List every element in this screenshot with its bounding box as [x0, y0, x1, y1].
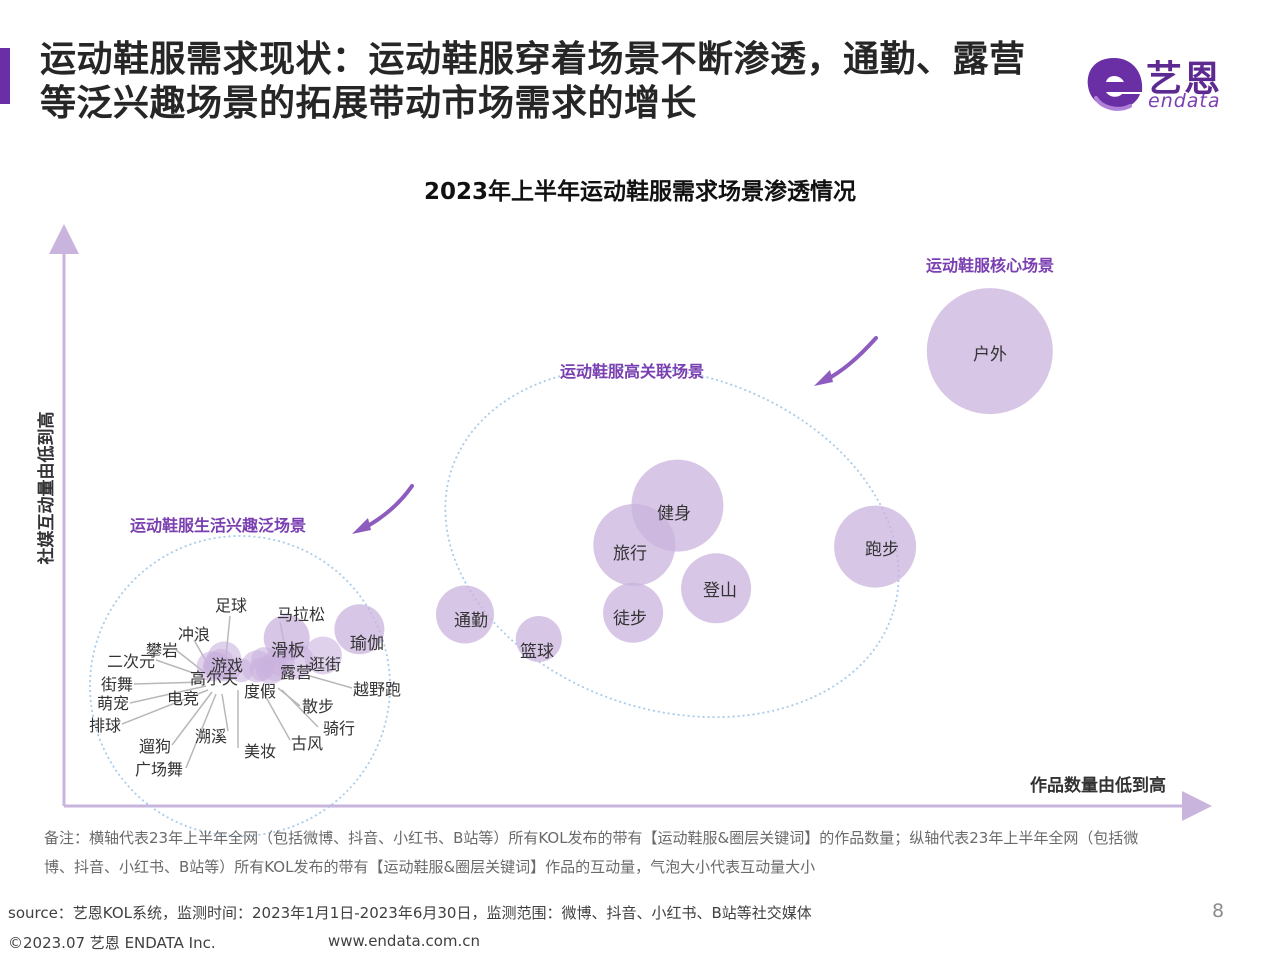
- website-link[interactable]: www.endata.com.cn: [328, 932, 481, 950]
- bubble-label-5: 徒步: [613, 609, 647, 629]
- group-outline-lifestyle: [89, 535, 391, 837]
- bubble-label-1: 跑步: [865, 540, 899, 560]
- bubble-3: [593, 503, 676, 586]
- bubble-27: [213, 661, 233, 682]
- bubble-label-23: 萌宠: [97, 694, 129, 713]
- bubble-6: [436, 585, 494, 644]
- bubble-label-14: 高尔夫: [190, 669, 238, 688]
- bubble-0: [926, 288, 1053, 415]
- bubble-label-19: 冲浪: [178, 625, 210, 644]
- title-accent-bar: [0, 48, 10, 104]
- swoosh-arrow-core-icon: [814, 336, 878, 386]
- page-number: 8: [1212, 900, 1225, 922]
- bubble-label-18: 马拉松: [277, 605, 325, 624]
- bubble-10: [304, 636, 342, 675]
- bubble-label-6: 通勤: [454, 611, 488, 631]
- bubble-label-0: 户外: [973, 345, 1007, 365]
- bubble-layer: [196, 288, 1053, 685]
- bubble-label-12: 游戏: [211, 656, 243, 675]
- bubble-label-9: 滑板: [271, 641, 305, 661]
- bubble-4: [681, 553, 752, 624]
- bubble-label-22: 街舞: [101, 675, 133, 694]
- bubble-label-10: 逛街: [309, 655, 341, 674]
- bubble-label-24: 排球: [89, 716, 121, 735]
- endata-logo-icon: [1087, 58, 1143, 111]
- bubble-label-3: 旅行: [613, 544, 647, 564]
- page-title: 运动鞋服需求现状：运动鞋服穿着场景不断渗透，通勤、露营 等泛兴趣场景的拓展带动市…: [40, 38, 1080, 126]
- page-title-line-2: 等泛兴趣场景的拓展带动市场需求的增长: [40, 83, 698, 124]
- bubble-label-21: 二次元: [107, 652, 155, 671]
- bubble-label-13: 度假: [244, 682, 276, 701]
- bubble-label-8: 瑜伽: [350, 634, 384, 654]
- bubble-label-7: 篮球: [520, 642, 554, 662]
- bubble-30: [249, 657, 274, 682]
- chart-title: 2023年上半年运动鞋服需求场景渗透情况: [423, 179, 856, 205]
- bubble-label-31: 骑行: [323, 719, 355, 738]
- group-label-high-association: 运动鞋服高关联场景: [560, 362, 704, 381]
- bubble-label-27: 广场舞: [135, 760, 183, 779]
- bubble-label-29: 美妆: [244, 742, 276, 761]
- chart-note: 备注：横轴代表23年上半年全网（包括微博、抖音、小红书、B站等）所有KOL发布的…: [44, 829, 1139, 876]
- bubble-label-2: 健身: [657, 504, 691, 524]
- bubble-label-26: 遛狗: [139, 737, 171, 756]
- bubble-label-16: 越野跑: [353, 680, 401, 699]
- bubble-label-15: 散步: [302, 697, 334, 716]
- endata-logo: 艺恩 endata: [1082, 52, 1242, 116]
- bubble-1: [834, 505, 917, 588]
- logo-text-cn: 艺恩: [1146, 59, 1223, 100]
- x-axis-label: 作品数量由低到高: [1030, 775, 1166, 796]
- bubble-label-30: 古风: [291, 734, 323, 753]
- copyright-text: ©2023.07 艺恩 ENDATA Inc.: [8, 934, 216, 952]
- group-label-core: 运动鞋服核心场景: [926, 256, 1054, 275]
- page-title-line-1: 运动鞋服需求现状：运动鞋服穿着场景不断渗透，通勤、露营: [40, 39, 1026, 80]
- y-axis-label: 社媒互动量由低到高: [36, 412, 57, 566]
- logo-text-en: endata: [1148, 90, 1221, 112]
- source-text: source：艺恩KOL系统，监测时间：2023年1月1日-2023年6月30日…: [8, 904, 812, 922]
- bubble-label-25: 电竞: [167, 689, 199, 708]
- group-label-lifestyle: 运动鞋服生活兴趣泛场景: [130, 516, 306, 535]
- bubble-label-17: 足球: [215, 596, 247, 615]
- bubble-label-4: 登山: [703, 581, 737, 601]
- group-outline-high-association: [444, 365, 900, 719]
- bubble-8: [334, 604, 385, 655]
- bubble-label-11: 露营: [280, 663, 312, 682]
- bubble-label-20: 攀岩: [146, 641, 178, 660]
- bubble-label-28: 溯溪: [195, 727, 227, 746]
- swoosh-arrow-lifestyle-icon: [352, 484, 414, 534]
- bubble-7: [515, 616, 562, 662]
- bubble-5: [603, 582, 664, 643]
